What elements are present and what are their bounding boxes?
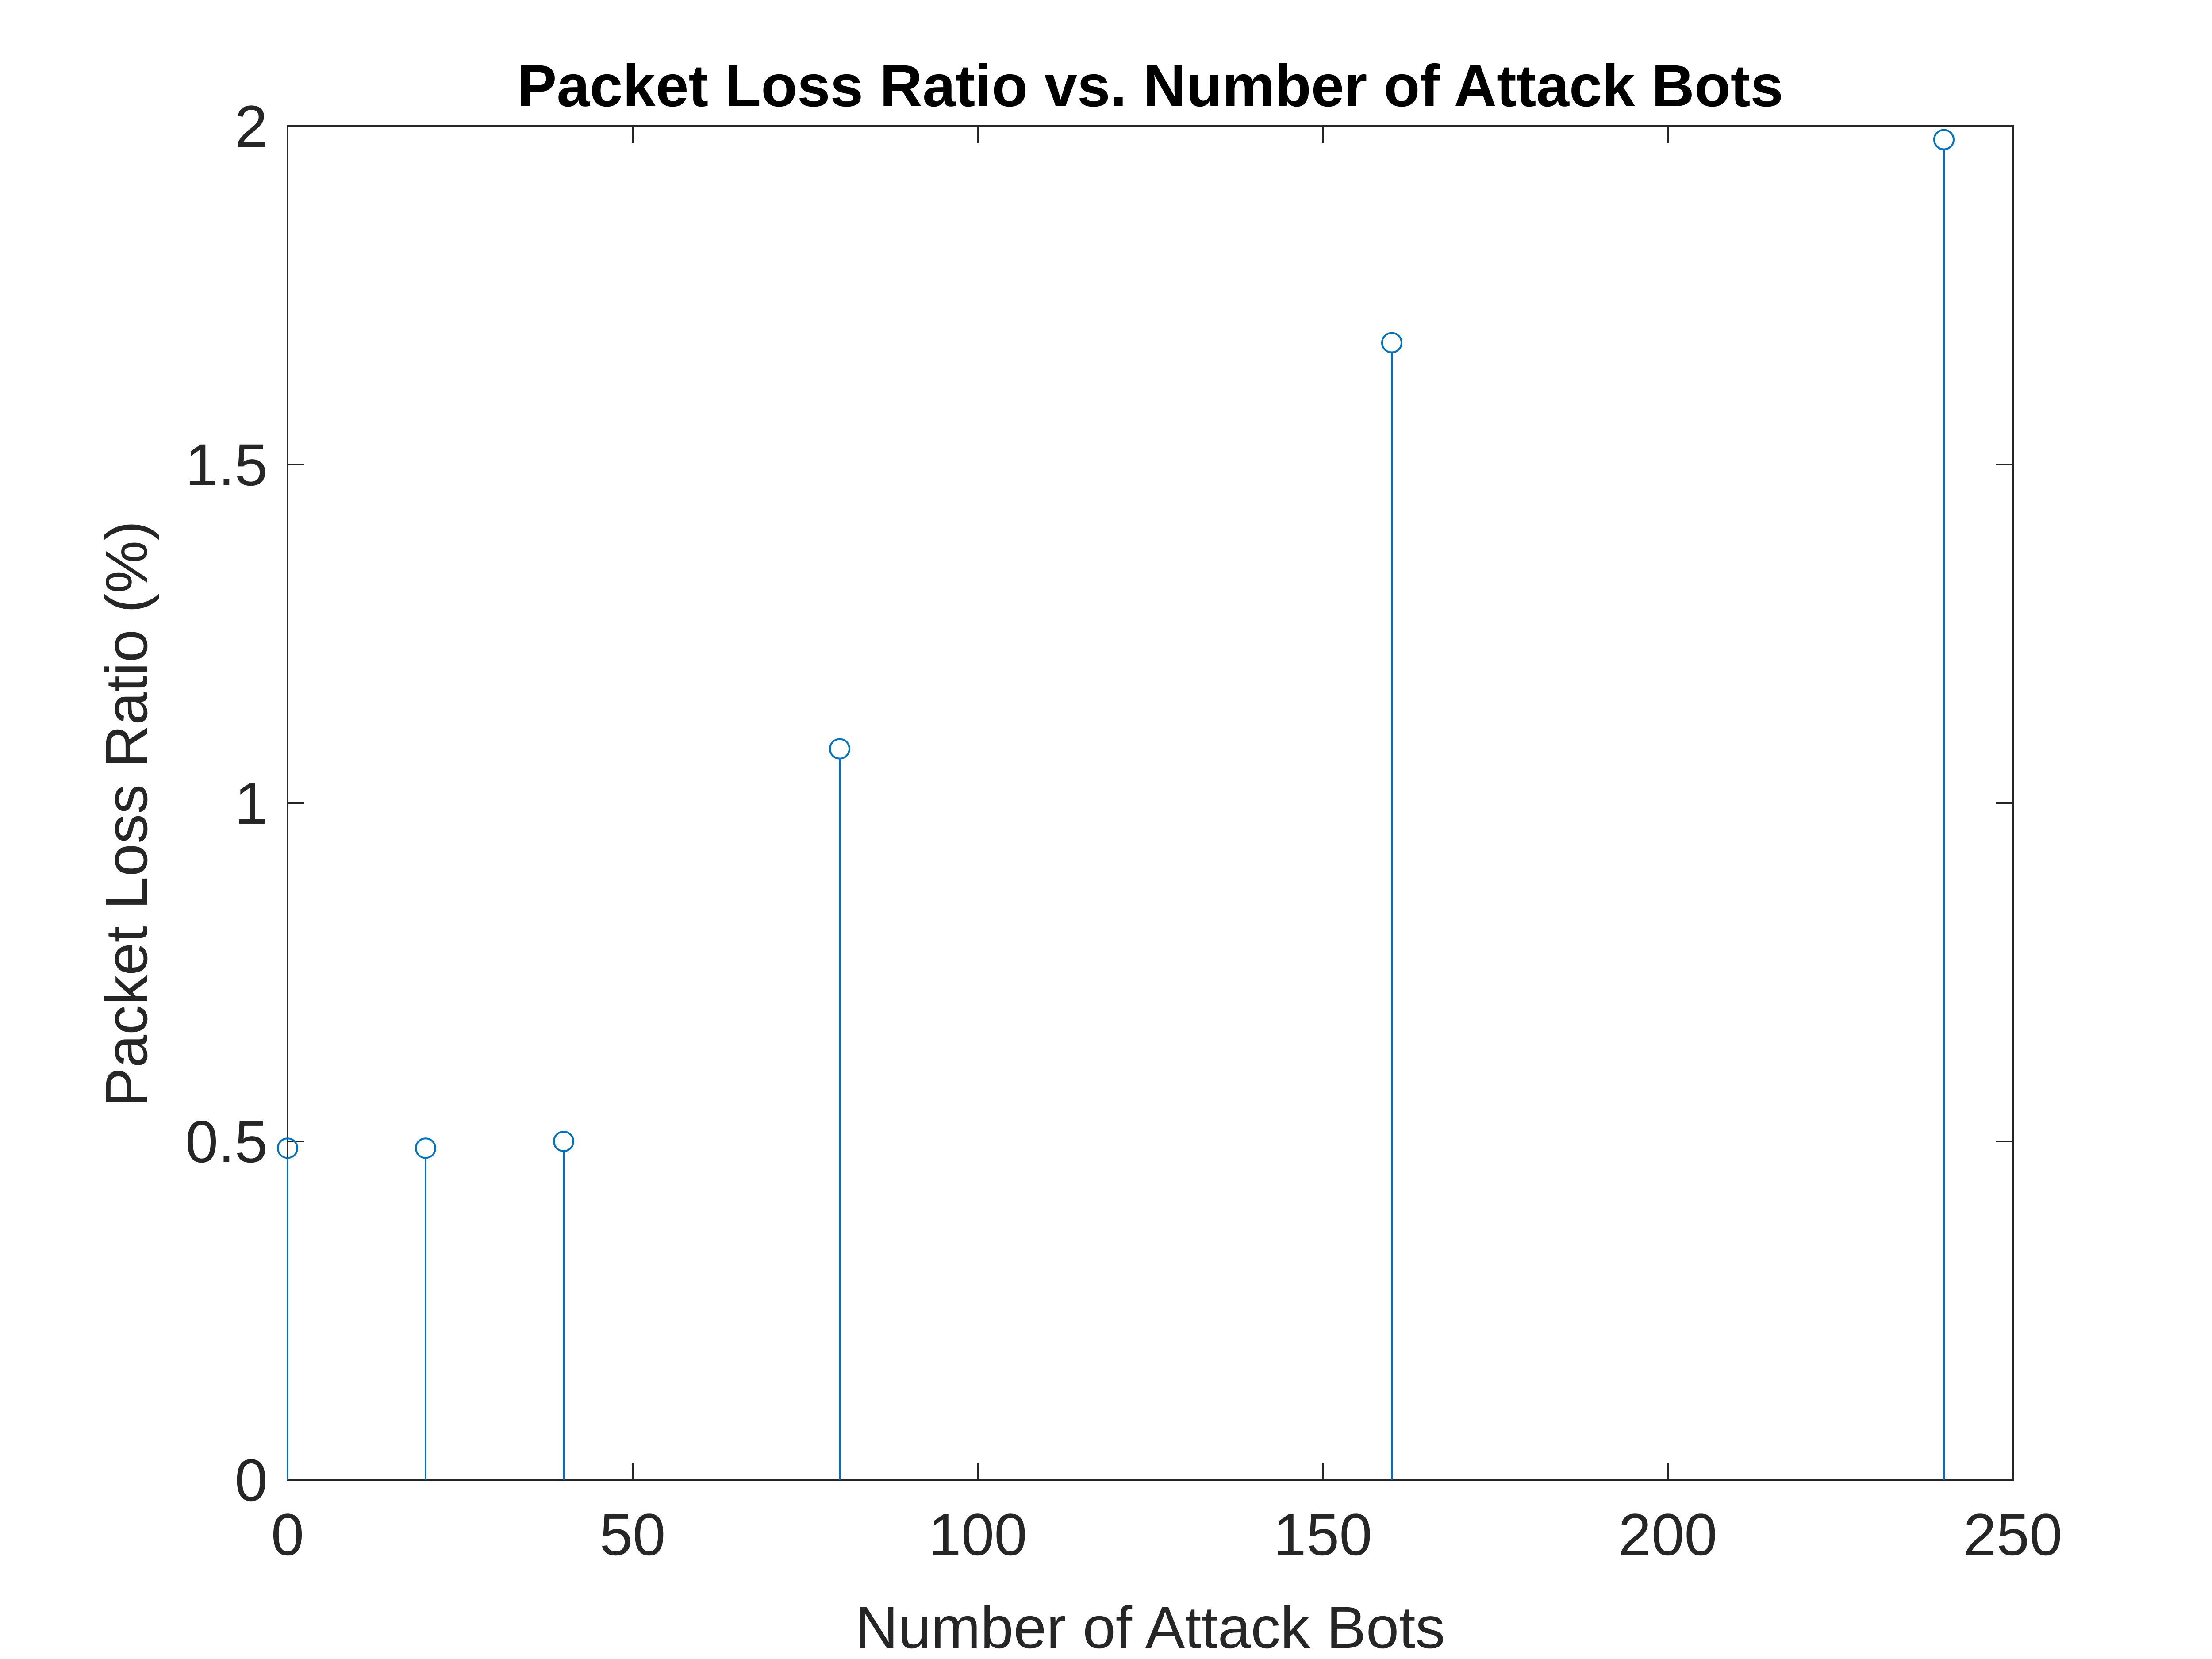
x-tick-label: 150	[1273, 1502, 1372, 1568]
data-stems	[277, 129, 1955, 1480]
data-point-marker	[553, 1131, 574, 1152]
x-tick-label: 200	[1618, 1502, 1717, 1568]
data-point-marker	[1381, 332, 1402, 353]
y-tick-label: 2	[234, 94, 268, 160]
x-axis-label: Number of Attack Bots	[855, 1595, 1445, 1659]
y-axis-label: Packet Loss Ratio (%)	[94, 521, 160, 1107]
data-point-marker	[277, 1137, 298, 1159]
x-tick-label: 0	[271, 1502, 304, 1568]
axis-ticks	[287, 125, 2014, 1481]
data-point-marker	[829, 738, 850, 760]
x-tick-label: 100	[928, 1502, 1027, 1568]
y-tick-label: 1	[234, 771, 268, 837]
axis-tick-labels: 0 50 100 150 200 250 0 0.5 1 1.5 2	[185, 94, 2062, 1568]
chart-title: Packet Loss Ratio vs. Number of Attack B…	[517, 53, 1783, 119]
y-tick-label: 1.5	[185, 432, 268, 498]
data-point-marker	[415, 1137, 436, 1159]
y-tick-label: 0.5	[185, 1109, 268, 1175]
x-tick-label: 250	[1963, 1502, 2062, 1568]
data-point-marker	[1933, 129, 1955, 150]
x-tick-label: 50	[599, 1502, 665, 1568]
y-tick-label: 0	[234, 1448, 268, 1513]
